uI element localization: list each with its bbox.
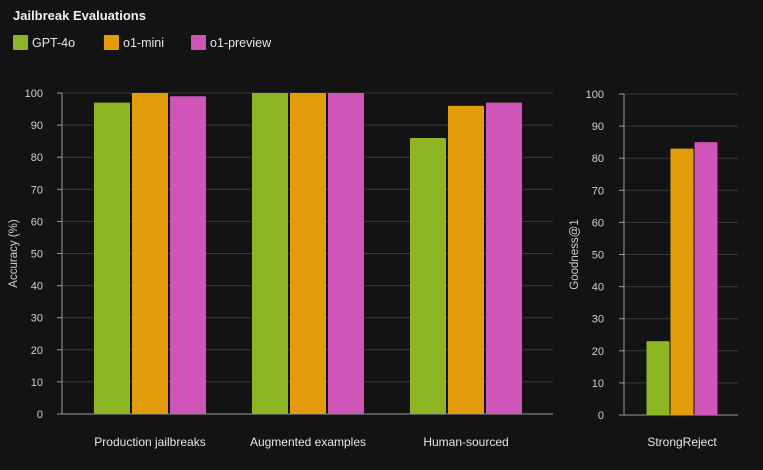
bar-strongreject-o1-preview [694,142,718,415]
y-tick-label: 20 [31,345,43,357]
y-tick-label: 0 [37,409,43,421]
bar-augmented-examples-gpt-4o [252,93,288,414]
bar-production-jailbreaks-o1-preview [170,96,206,415]
y-tick-label: 80 [31,152,43,164]
y-tick-label: 90 [31,120,43,132]
y-tick-label: 30 [592,314,604,326]
chart-title: Jailbreak Evaluations [13,8,146,23]
legend-label-o1-preview: o1-preview [210,35,272,50]
y-axis-label: Goodness@1 [569,219,581,290]
legend-swatch-gpt-4o [13,35,28,50]
x-category-label: Production jailbreaks [94,435,205,449]
y-tick-label: 70 [31,184,43,196]
y-tick-label: 10 [31,377,43,389]
bar-augmented-examples-o1-mini [290,93,326,414]
y-tick-label: 60 [592,217,604,229]
y-tick-label: 10 [592,378,604,390]
legend-item-gpt-4o: GPT-4o [13,35,104,50]
y-tick-label: 80 [592,153,604,165]
y-tick-label: 60 [31,216,43,228]
bar-strongreject-gpt-4o [646,341,670,415]
legend: GPT-4o o1-mini o1-preview [13,35,271,50]
x-category-label: Human-sourced [423,435,508,449]
y-tick-label: 70 [592,185,604,197]
legend-label-o1-mini: o1-mini [123,35,164,50]
y-tick-label: 0 [598,410,604,422]
y-tick-label: 90 [592,121,604,133]
bar-human-sourced-o1-preview [486,102,522,414]
y-axis-label: Accuracy (%) [8,219,20,288]
bar-augmented-examples-o1-preview [328,93,364,414]
x-category-label: StrongReject [647,435,717,449]
bar-human-sourced-o1-mini [448,105,484,414]
y-tick-label: 100 [586,89,604,101]
bar-human-sourced-gpt-4o [410,137,446,414]
legend-item-o1-mini: o1-mini [104,35,191,50]
legend-swatch-o1-mini [104,35,119,50]
y-tick-label: 50 [592,250,604,262]
legend-item-o1-preview: o1-preview [191,35,271,50]
legend-label-gpt-4o: GPT-4o [32,35,76,50]
y-tick-label: 20 [592,346,604,358]
y-tick-label: 50 [31,249,43,261]
legend-swatch-o1-preview [191,35,206,50]
y-tick-label: 40 [592,282,604,294]
bar-production-jailbreaks-o1-mini [132,93,168,414]
bar-strongreject-o1-mini [670,148,694,415]
y-tick-label: 100 [25,88,43,100]
x-category-label: Augmented examples [250,435,366,449]
y-tick-label: 40 [31,281,43,293]
y-tick-label: 30 [31,313,43,325]
bar-production-jailbreaks-gpt-4o [94,102,130,414]
